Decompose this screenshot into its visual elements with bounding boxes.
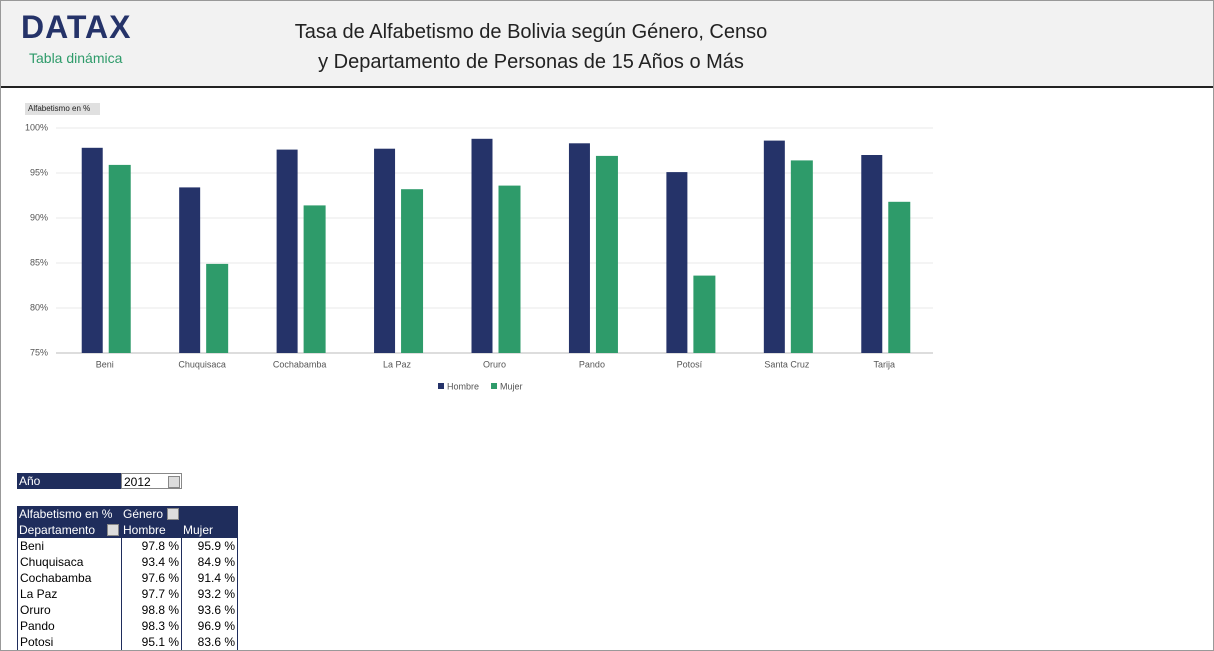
bar [693,275,716,353]
value-cell: 97.7 % [121,586,181,602]
row-label: Beni [17,538,121,554]
bar [861,155,883,353]
y-tick-label: 90% [30,212,48,222]
x-tick-label: Oruro [483,359,506,369]
legend-swatch [438,383,444,389]
dropdown-button[interactable] [107,524,119,536]
row-label: Cochabamba [17,570,121,586]
bar [471,138,493,353]
x-tick-label: Beni [96,359,114,369]
bar [888,201,911,353]
dropdown-button[interactable] [168,476,180,488]
row-label: Chuquisaca [17,554,121,570]
value-cell: 83.6 % [181,634,238,650]
filter-value: 2012 [121,473,182,489]
header: DATAX Tabla dinámica Tasa de Alfabetismo… [1,1,1213,88]
bar [179,187,201,353]
dropdown-button[interactable] [167,508,179,520]
y-tick-label: 95% [30,167,48,177]
legend-label: Mujer [500,381,523,391]
bar [276,149,298,353]
chart: Alfabetismo en % 75% 80% 85% 90% 95% 100% Beni… [25,103,933,391]
pivot-corner: Alfabetismo en % [17,506,121,522]
x-tick-label: Tarija [874,359,896,369]
title: Tasa de Alfabetismo de Bolivia según Gén… [231,17,831,77]
y-tick-label: 100% [25,122,48,132]
row-field: Departamento [17,522,121,538]
x-tick-label: Pando [579,359,605,369]
bar [206,263,229,353]
bar [790,160,813,353]
value-cell: 96.9 % [181,618,238,634]
y-tick-label: 75% [30,347,48,357]
bar [763,140,785,353]
ylabel-bg [25,103,100,115]
bar [568,143,590,353]
x-tick-label: Cochabamba [273,359,327,369]
bar [374,148,396,353]
y-axis-label: Alfabetismo en % [28,104,90,113]
filter-label: Año [17,473,121,489]
x-tick-label: Potosí [677,359,703,369]
value-cell: 93.4 % [121,554,181,570]
value-cell: 93.2 % [181,586,238,602]
bar [595,155,618,353]
value-cell: 84.9 % [181,554,238,570]
row-label: Potosi [17,634,121,650]
legend-label: Hombre [447,381,479,391]
title-line: y Departamento de Personas de 15 Años o … [318,51,744,73]
bar [108,164,131,353]
value-cell: 95.1 % [121,634,181,650]
value-cell: 95.9 % [181,538,238,554]
value-cell: 91.4 % [181,570,238,586]
bar [81,147,103,353]
bar [401,189,424,353]
value-cell: 98.3 % [121,618,181,634]
logo: DATAX [21,9,132,45]
column-field: Género [121,506,238,522]
value-cell: 97.6 % [121,570,181,586]
value-cell: 98.8 % [121,602,181,618]
bar [666,172,688,353]
value-cell: 93.6 % [181,602,238,618]
bar [303,205,326,353]
column-header: Hombre [121,522,181,538]
title-line: Tasa de Alfabetismo de Bolivia según Gén… [294,21,768,43]
row-label: Oruro [17,602,121,618]
y-tick-label: 80% [30,302,48,312]
row-label: La Paz [17,586,121,602]
subtitle: Tabla dinámica [29,50,123,66]
x-tick-label: La Paz [383,359,412,369]
x-tick-label: Santa Cruz [764,359,810,369]
row-label: Pando [17,618,121,634]
legend-swatch [491,383,498,389]
y-tick-label: 85% [30,257,48,267]
bar [498,185,521,353]
column-header: Mujer [181,522,238,538]
value-cell: 97.8 % [121,538,181,554]
x-tick-label: Chuquisaca [178,359,226,369]
